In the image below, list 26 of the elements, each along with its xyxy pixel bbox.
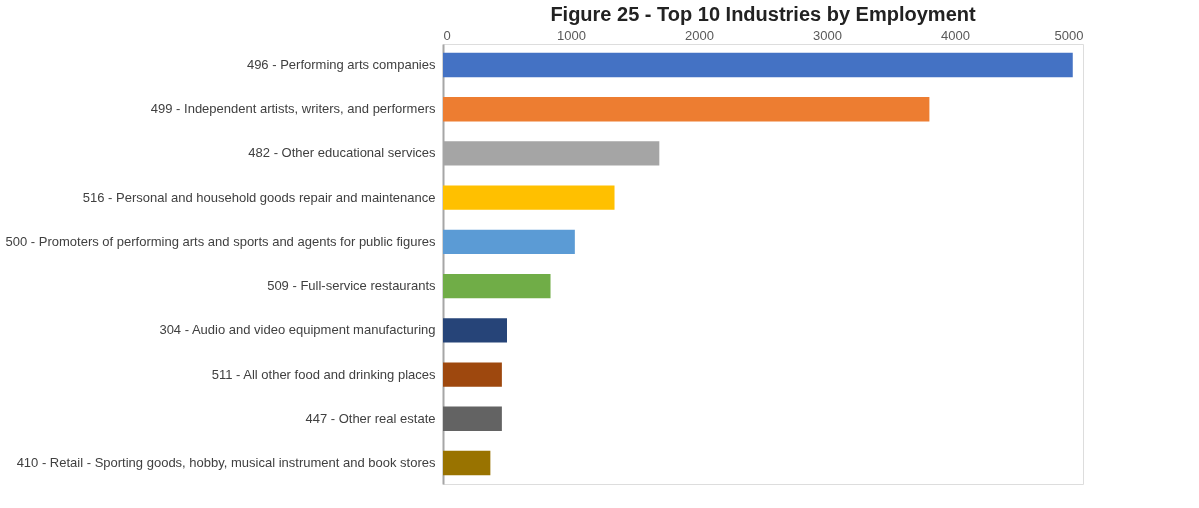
bar	[443, 406, 502, 431]
bar	[443, 318, 507, 343]
y-tick-label: 304 - Audio and video equipment manufacturing	[159, 322, 436, 338]
y-tick-label: 516 - Personal and household goods repair and maintenance	[82, 189, 436, 205]
x-tick-label: 5000	[1054, 27, 1084, 43]
x-tick-label: 3000	[813, 27, 842, 43]
y-tick-label: 447 - Other real estate	[305, 410, 436, 426]
bar	[443, 362, 502, 387]
y-tick-label: 410 - Retail - Sporting goods, hobby, musical instrument and book stores	[16, 454, 436, 470]
y-tick-label: 482 - Other educational services	[248, 145, 436, 161]
bar	[443, 273, 551, 299]
x-tick-label: 2000	[685, 27, 714, 43]
y-tick-label: 511 - All other food and drinking places	[211, 366, 436, 382]
bar	[443, 229, 575, 255]
chart-title: Figure 25 - Top 10 Industries by Employment	[550, 3, 976, 25]
bar	[443, 450, 491, 476]
bar	[443, 97, 930, 122]
y-tick-label: 509 - Full-service restaurants	[267, 278, 436, 294]
y-tick-label: 496 - Performing arts companies	[246, 57, 436, 73]
x-tick-label: 1000	[557, 27, 586, 43]
x-tick-label: 4000	[941, 27, 970, 43]
y-tick-label: 499 - Independent artists, writers, and performers	[150, 101, 436, 117]
bar	[443, 52, 1073, 78]
x-tick-label: 0	[443, 27, 451, 43]
y-tick-label: 500 - Promoters of performing arts and sports and agents for public figures	[5, 233, 436, 249]
bar	[443, 185, 615, 210]
